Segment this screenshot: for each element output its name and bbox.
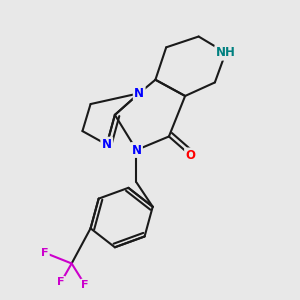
Text: O: O	[185, 149, 196, 162]
Text: F: F	[41, 248, 48, 258]
Text: N: N	[134, 87, 144, 100]
Text: F: F	[81, 280, 89, 290]
Text: N: N	[131, 143, 142, 157]
Text: NH: NH	[216, 46, 236, 59]
Text: N: N	[102, 138, 112, 151]
Text: F: F	[57, 278, 64, 287]
